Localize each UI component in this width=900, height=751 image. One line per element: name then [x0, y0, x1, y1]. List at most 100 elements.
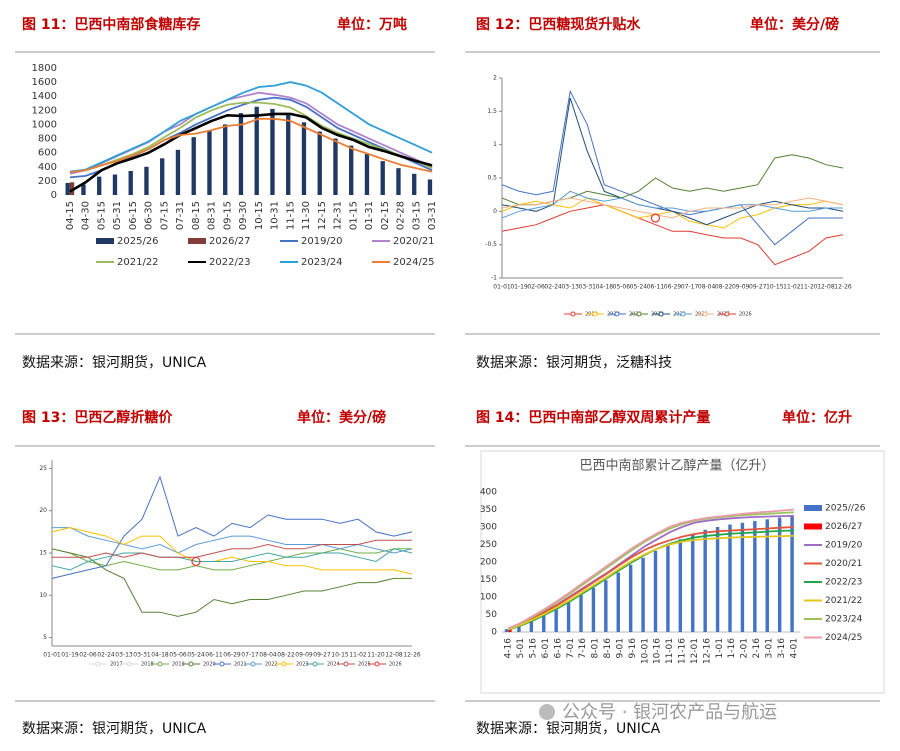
bar: [653, 550, 658, 632]
x-tick-label: 02-06: [79, 652, 97, 659]
x-tick-label: 10-01: [640, 638, 650, 664]
y-tick-label: 1000: [32, 119, 57, 130]
x-tick-label: 2-01: [740, 638, 750, 658]
bar: [254, 106, 259, 195]
y-tick-label: 5: [43, 634, 47, 641]
x-tick-label: 4-16: [504, 638, 514, 659]
legend-label: 2020/21: [393, 236, 435, 247]
bar: [223, 124, 228, 195]
x-tick-label: 07-31: [175, 201, 186, 230]
x-tick-label: 12-08: [385, 652, 403, 659]
x-tick-label: 2-16: [752, 638, 762, 659]
bar: [740, 522, 745, 632]
panel-title: 图 13：巴西乙醇折糖价: [22, 409, 173, 426]
y-tick-label: 400: [38, 162, 57, 173]
bar: [628, 564, 633, 632]
legend-marker: [95, 661, 101, 667]
line: [52, 527, 413, 554]
x-tick-label: 01-19: [61, 652, 79, 659]
y-tick-label: 15: [39, 550, 47, 557]
y-tick-label: 100: [480, 593, 497, 603]
x-tick-label: 08-04: [259, 652, 277, 659]
line: [507, 526, 794, 630]
line: [69, 81, 433, 173]
x-tick-label: 7-16: [578, 638, 588, 659]
bar: [301, 122, 307, 195]
legend-label: 2020: [203, 662, 216, 668]
y-tick-label: -1: [491, 275, 497, 282]
legend-marker: [157, 661, 163, 667]
x-tick-label: 02-24: [544, 284, 562, 291]
legend-label: 2023: [296, 662, 309, 668]
x-tick-label: 01-01: [493, 284, 511, 291]
y-tick-label: 0: [51, 190, 57, 201]
bar: [715, 527, 720, 632]
line: [51, 548, 412, 571]
x-tick-label: 10-16: [653, 638, 663, 664]
x-tick-label: 05-24: [630, 284, 648, 291]
x-tick-label: 05-06: [613, 284, 631, 291]
legend-label: 2026: [739, 312, 752, 318]
y-tick-label: 250: [480, 540, 497, 550]
watermark-icon: [539, 704, 555, 720]
x-tick-label: 06-29: [664, 284, 682, 291]
x-tick-label: 03-31: [579, 284, 597, 291]
bar: [412, 173, 417, 195]
x-tick-label: 09-15: [222, 201, 233, 230]
bar: [566, 601, 571, 632]
bar: [579, 594, 583, 632]
x-tick-label: 07-17: [241, 652, 259, 659]
panel-unit: 单位：亿升: [782, 409, 852, 426]
x-tick-label: 06-30: [144, 201, 155, 230]
x-tick-label: 03-13: [561, 284, 579, 291]
legend-label: 2019/20: [825, 541, 863, 551]
legend-marker: [126, 661, 132, 667]
line: [507, 534, 794, 631]
legend-swatch: [188, 238, 206, 244]
x-tick-label: 06-11: [205, 652, 223, 659]
legend-marker: [614, 311, 620, 317]
line: [51, 548, 412, 617]
line: [51, 548, 413, 571]
bar: [641, 557, 645, 632]
x-tick-label: 05-06: [169, 652, 187, 659]
y-tick-label: 1: [493, 141, 497, 148]
y-tick-label: 0: [491, 628, 497, 638]
line: [52, 539, 412, 558]
x-tick-label: 10-15: [766, 284, 784, 291]
legend-swatch: [96, 238, 114, 244]
x-tick-label: 05-31: [112, 201, 123, 230]
y-tick-label: 25: [39, 465, 47, 472]
x-tick-label: 04-30: [81, 201, 92, 230]
legend-marker: [570, 311, 576, 317]
legend-marker: [312, 661, 318, 667]
bar: [270, 108, 275, 195]
x-tick-label: 8-16: [603, 638, 613, 659]
x-tick-label: 04-15: [65, 201, 76, 230]
bar: [504, 629, 509, 632]
source: 数据来源：银河期货，UNICA: [22, 354, 207, 371]
legend-label: 2022: [265, 662, 278, 668]
x-tick-label: 07-15: [159, 201, 170, 230]
panel-unit: 单位：美分/磅: [297, 409, 386, 426]
y-tick-label: 150: [480, 575, 497, 585]
legend-label: 2021: [234, 662, 247, 668]
bar: [728, 524, 732, 632]
legend-label: 2021/22: [825, 596, 862, 606]
bar: [765, 519, 769, 632]
x-tick-label: 03-15: [411, 201, 422, 230]
x-tick-label: 10-15: [331, 652, 349, 659]
x-tick-label: 5-01: [516, 638, 526, 658]
x-tick-label: 03-31: [133, 652, 151, 659]
bar: [753, 521, 757, 632]
y-tick-label: 200: [480, 558, 497, 568]
legend-marker: [724, 311, 730, 317]
y-tick-label: 10: [39, 592, 47, 599]
legend-marker: [592, 311, 598, 317]
x-tick-label: 11-02: [783, 284, 801, 291]
x-tick-label: 08-15: [191, 201, 202, 230]
x-tick-label: 9-01: [615, 638, 625, 658]
x-tick-label: 02-28: [396, 201, 407, 230]
chart: 0 200 400 600 800 1000 1200 1400 1600 1800 04-15 04…: [32, 63, 439, 268]
